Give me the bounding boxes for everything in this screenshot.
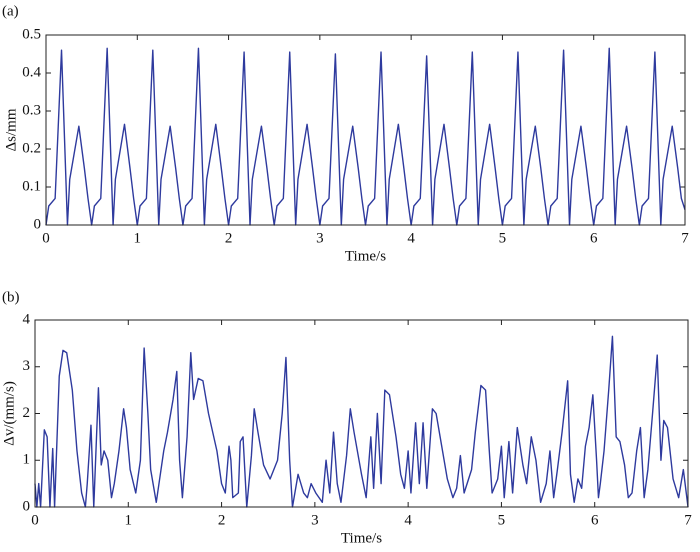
x-axis-label: Time/s [341, 530, 382, 546]
x-tick-label: 3 [311, 512, 319, 528]
x-tick-label: 1 [125, 512, 133, 528]
y-tick-label: 0.1 [22, 178, 41, 194]
x-axis-label: Time/s [345, 248, 386, 264]
plot-frame [45, 34, 686, 226]
y-tick-label: 0.2 [22, 140, 41, 156]
y-tick-label: 0 [34, 216, 42, 232]
x-tick-label: 2 [225, 230, 233, 246]
x-tick-label: 1 [134, 230, 142, 246]
x-tick-label: 0 [42, 230, 50, 246]
x-tick-label: 7 [681, 230, 689, 246]
x-tick-label: 2 [218, 512, 226, 528]
y-axis-label: Δv/(mm/s) [1, 381, 17, 446]
y-tick-label: 4 [23, 311, 31, 327]
x-tick-label: 4 [407, 230, 415, 246]
x-tick-label: 5 [498, 512, 506, 528]
x-tick-label: 4 [404, 512, 412, 528]
y-tick-label: 0 [23, 498, 31, 514]
y-tick-label: 3 [23, 358, 31, 374]
data-line [45, 47, 686, 226]
x-tick-label: 7 [684, 512, 692, 528]
x-tick-label: 6 [591, 512, 599, 528]
panel-label: (a) [2, 3, 19, 19]
x-tick-label: 6 [590, 230, 598, 246]
y-tick-label: 1 [23, 452, 31, 468]
x-tick-label: 3 [316, 230, 324, 246]
data-line [34, 335, 689, 508]
x-tick-label: 0 [31, 512, 39, 528]
y-axis-label: Δs/mm [3, 108, 19, 151]
y-tick-label: 0.5 [22, 26, 41, 42]
plot-frame [34, 319, 689, 508]
panel-label: (b) [2, 289, 20, 305]
x-tick-label: 5 [499, 230, 507, 246]
y-tick-label: 0.3 [22, 102, 41, 118]
y-tick-label: 0.4 [22, 64, 41, 80]
y-tick-label: 2 [23, 405, 31, 421]
